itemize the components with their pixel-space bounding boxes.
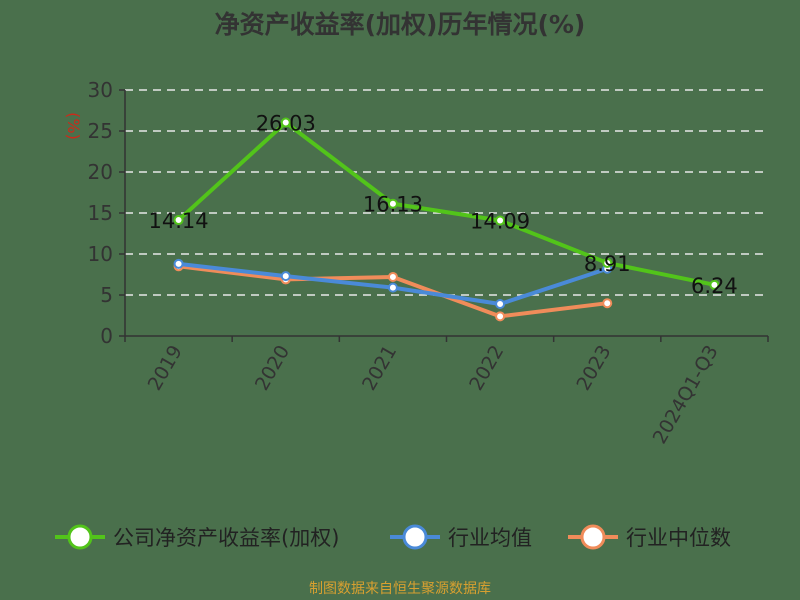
legend-item: 行业均值 [390, 524, 532, 550]
data-point [495, 215, 506, 226]
y-tick-label: 30 [88, 78, 113, 102]
data-point [280, 117, 291, 128]
x-tick-label: 2021 [358, 342, 401, 395]
data-point [602, 257, 613, 268]
y-tick-label: 10 [88, 242, 113, 266]
data-point [387, 198, 398, 209]
legend-item: 公司净资产收益率(加权) [55, 524, 339, 550]
x-tick-label: 2020 [251, 342, 294, 395]
data-point [709, 279, 720, 290]
legend-marker-icon [580, 524, 606, 550]
data-label: 6.24 [691, 274, 738, 298]
y-tick-label: 15 [88, 201, 113, 225]
data-labels: 14.14 26.03 16.13 14.09 8.91 6.24 [149, 112, 738, 298]
legend-label: 行业均值 [448, 526, 532, 550]
data-point [173, 215, 184, 226]
data-point [280, 271, 291, 282]
data-label: 26.03 [256, 112, 316, 136]
data-point [387, 282, 398, 293]
data-point [387, 271, 398, 282]
grid [125, 89, 768, 296]
legend-marker-icon [402, 524, 428, 550]
legend-item: 行业中位数 [568, 524, 731, 550]
data-point [495, 311, 506, 322]
x-tick-label: 2019 [144, 342, 187, 395]
series-lines [173, 117, 720, 322]
legend-label: 公司净资产收益率(加权) [113, 526, 339, 550]
y-tick-label: 20 [88, 160, 113, 184]
series-line [177, 120, 715, 287]
data-label: 14.09 [470, 209, 530, 233]
data-label: 16.13 [363, 193, 423, 217]
x-tick-label: 2024Q1-Q3 [649, 342, 723, 448]
legend: 公司净资产收益率(加权) 行业均值 行业中位数 [55, 524, 731, 550]
legend-label: 行业中位数 [626, 526, 731, 550]
chart-title: 净资产收益率(加权)历年情况(%) [215, 10, 586, 39]
axes: 0 5 10 15 20 25 30 2019 2020 2021 2022 2023 2024Q1-Q… [88, 78, 769, 448]
data-point [173, 258, 184, 269]
data-label: 14.14 [149, 209, 209, 233]
legend-marker-icon [67, 524, 93, 550]
y-tick-label: 0 [100, 324, 113, 348]
x-tick-label: 2023 [572, 342, 615, 395]
x-tick-label: 2022 [465, 342, 508, 395]
y-tick-label: 25 [88, 119, 113, 143]
data-label: 8.91 [584, 252, 631, 276]
data-point [495, 299, 506, 310]
data-point [602, 298, 613, 309]
footer-source: 制图数据来自恒生聚源数据库 [309, 581, 491, 597]
y-tick-label: 5 [100, 283, 113, 307]
y-axis-label: (%) [64, 112, 83, 140]
